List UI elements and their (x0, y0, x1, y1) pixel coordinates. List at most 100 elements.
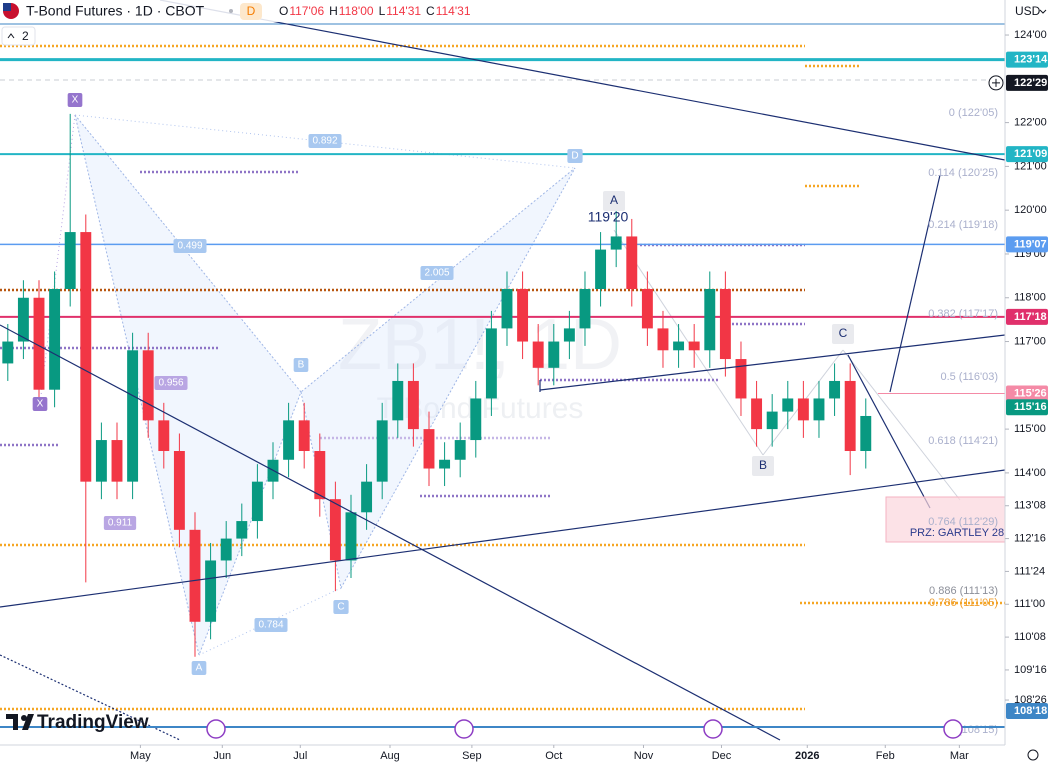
badge (240, 3, 262, 20)
candle-body (797, 398, 809, 421)
price-label: 122'29 (1014, 77, 1047, 89)
candle-body (361, 481, 373, 513)
event-icon[interactable] (703, 719, 723, 739)
y-tick-label: 112'16 (1014, 532, 1046, 544)
y-tick-label: 109'16 (1014, 664, 1047, 676)
wave-cd (842, 349, 961, 501)
indicator-count: 2 (22, 29, 29, 43)
ohlc-key: L (379, 4, 386, 18)
flag-canton (3, 3, 11, 11)
y-tick-label: 122'00 (1014, 117, 1047, 129)
event-icon[interactable] (454, 719, 474, 739)
x-tick-label: Feb (876, 750, 895, 762)
pattern-label-bg (567, 149, 583, 163)
candle-body (610, 236, 622, 250)
y-tick-label: 119'00 (1014, 248, 1046, 260)
symbol-title[interactable]: T-Bond Futures · 1D · CBOT (26, 3, 205, 19)
time-axis[interactable] (0, 745, 1005, 763)
x-tick-label: Jun (213, 750, 231, 762)
price-label: 123'14 (1014, 54, 1048, 66)
pattern-label-bg (173, 239, 207, 253)
pattern-x2 (39, 114, 76, 405)
candle-body (766, 411, 778, 430)
currency[interactable]: USD (1015, 4, 1041, 18)
y-tick-label: 118'00 (1014, 292, 1046, 304)
candle-body (329, 499, 341, 561)
pattern-label: 0.499 (177, 241, 202, 252)
crosshair-plus (992, 78, 1000, 87)
x-tick-label: Nov (634, 750, 654, 762)
wave-label: 119'20 (588, 209, 629, 225)
candle-body (220, 538, 232, 561)
fib-label: 0 (122'05) (949, 107, 998, 119)
pattern-label-bg (420, 266, 454, 280)
candle-body (423, 429, 435, 469)
price-label-bg (1006, 308, 1048, 325)
y-tick-label: 113'08 (1014, 500, 1046, 512)
wave-label: C (839, 326, 848, 340)
wave-label-bg (832, 324, 854, 344)
trend-line (889, 174, 941, 393)
axes: 124'00 122'00 121'00 120'00 119'00 118'00 117'… (130, 29, 1048, 762)
candle-body (860, 415, 872, 452)
ohlc-value: 118'00 (339, 4, 374, 18)
price-label-bg (1006, 51, 1048, 68)
event-icon[interactable] (206, 719, 226, 739)
candle-body (844, 380, 856, 452)
price-label: 115'16 (1014, 401, 1047, 413)
settings-icon[interactable] (1027, 749, 1039, 761)
trend-lines (0, 0, 1006, 741)
candle-body (829, 380, 841, 399)
header: T-Bond Futures · 1D · CBOT D O 117'06 H 118… (0, 0, 1047, 46)
x-tick-label: 2026 (795, 750, 819, 762)
candle-body (111, 440, 123, 482)
ohlc: O 117'06 H 118'00 L 114'31 C 114'31 (279, 4, 471, 18)
price-axis[interactable] (1005, 0, 1048, 763)
candle-body (548, 341, 560, 368)
event-icon[interactable] (943, 719, 963, 739)
candle-body (64, 232, 76, 289)
x-tick-label: Oct (545, 750, 562, 762)
candle-body (454, 440, 466, 460)
candle-body (298, 420, 310, 452)
candle-body (189, 529, 201, 622)
fib-label: 0.764 (112'29) (928, 516, 998, 528)
pattern-label: X (72, 95, 79, 106)
price-label: 119'07 (1014, 238, 1047, 250)
interval-badge: D (247, 4, 256, 18)
candle-body (782, 398, 794, 412)
candle-body (813, 398, 825, 421)
candle-body (17, 297, 29, 342)
pattern-label: B (298, 360, 305, 371)
pattern-label-bg (103, 516, 137, 530)
candle-body (439, 459, 451, 469)
x-tick-label: Sep (462, 750, 482, 762)
price-label-bg (1006, 385, 1048, 402)
candle-body (657, 328, 669, 351)
prz-box (885, 496, 1006, 543)
wave-label: B (759, 458, 767, 472)
candle-body (127, 350, 139, 482)
chevron (7, 33, 15, 39)
pattern-label: A (196, 663, 203, 674)
event-markers (0, 719, 1005, 739)
pattern-label: D (571, 151, 578, 162)
candle-body (95, 440, 107, 482)
trend-line (539, 334, 1006, 391)
price-label-bg (1006, 146, 1048, 163)
y-tick-label: 124'00 (1014, 29, 1047, 41)
candle-body (142, 350, 154, 421)
pattern-label-bg (254, 618, 288, 632)
annotations: 0 (122'05) 0.114 (120'25) 0.214 (119'18) 0.… (32, 93, 998, 736)
indicator-toggle[interactable] (1, 26, 36, 46)
y-tick-label: 110'08 (1014, 631, 1046, 643)
candle-body (501, 288, 513, 329)
candle-body (470, 398, 482, 441)
ohlc-value: 114'31 (436, 4, 471, 18)
candle-body (80, 232, 92, 482)
x-tick-label: Aug (380, 750, 400, 762)
candle-body (673, 341, 685, 351)
ohlc-key: C (426, 4, 435, 18)
